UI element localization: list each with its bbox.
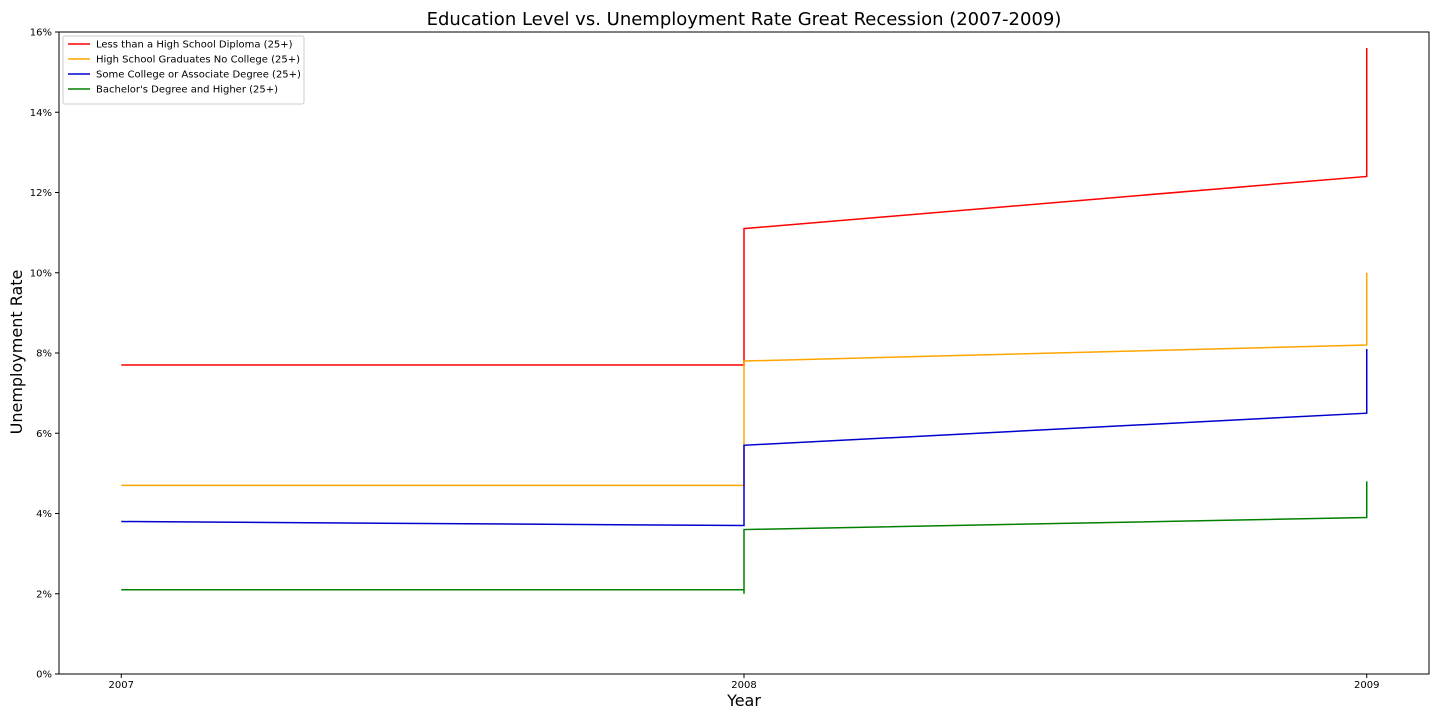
legend-label: Some College or Associate Degree (25+) [96,70,301,81]
series-line-4 [121,481,1368,594]
y-tick-label: 0% [36,670,52,681]
series-line-1 [121,48,1368,366]
y-tick-label: 14% [30,108,52,119]
x-axis-label: Year [726,691,761,710]
x-tick-label: 2008 [731,680,756,691]
x-tick-label: 2009 [1354,680,1379,691]
legend-label: High School Graduates No College (25+) [96,55,300,66]
legend-label: Bachelor's Degree and Higher (25+) [96,85,278,96]
y-tick-label: 2% [36,589,52,600]
y-tick-label: 16% [30,28,52,39]
y-tick-label: 6% [36,429,52,440]
legend-box [62,35,305,105]
y-tick-label: 8% [36,349,52,360]
y-tick-label: 12% [30,188,52,199]
y-tick-label: 4% [36,509,52,520]
plot-area [121,48,1368,594]
y-axis-label: Unemployment Rate [7,270,26,435]
chart-title: Education Level vs. Unemployment Rate Gr… [427,9,1062,30]
series-line-3 [121,348,1368,527]
y-tick-label: 10% [30,268,52,279]
legend-label: Less than a High School Diploma (25+) [96,40,293,51]
legend: Less than a High School Diploma (25+) Hig… [62,35,305,105]
axes: 0% 2% 4% 6% 8% 10% 12% 14% 16% 2007 2008 2009 [30,28,1430,691]
x-tick-label: 2007 [109,680,134,691]
